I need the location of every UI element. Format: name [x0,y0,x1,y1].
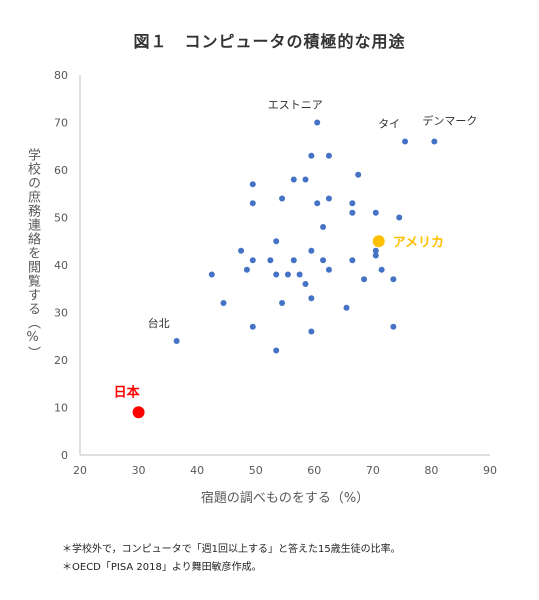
data-point [349,200,356,207]
point-annotation: タイ [378,118,400,131]
y-tick-label: 0 [61,449,68,462]
point-annotation: 台北 [148,316,170,330]
data-point [308,295,315,302]
data-point [378,266,385,273]
data-point [273,347,280,354]
data-point [308,328,315,335]
data-point [173,338,180,344]
data-point [249,200,256,207]
highlight-label: アメリカ [393,235,444,250]
data-point [372,252,379,259]
y-axis-label: 学校の庶務連絡を閲覧する（%） [25,148,40,360]
highlight-points: 日本 アメリカ [114,235,444,419]
data-point [390,323,397,330]
x-tick-label: 90 [483,464,497,477]
chart-title: 図１ コンピュータの積極的な用途 [133,32,406,51]
highlight-point [132,406,145,419]
data-point [296,271,303,278]
x-tick-label: 50 [249,464,263,477]
data-points [173,119,438,354]
data-point [325,195,332,202]
data-point [361,276,368,283]
data-point [320,224,327,230]
data-point [249,323,256,330]
x-tick-label: 70 [366,464,380,477]
data-point [249,257,256,264]
data-point [249,181,256,188]
data-point [243,266,250,273]
data-point [314,119,321,126]
data-point [273,271,280,278]
data-point [325,266,332,273]
data-point [349,257,356,264]
data-point [302,281,309,287]
data-point [349,209,356,216]
x-axis-label: 宿題の調べものをする（%） [200,491,370,506]
data-point [355,171,362,178]
data-point [279,300,286,306]
data-point [302,176,309,183]
point-annotation: エストニア [268,99,323,112]
x-tick-label: 30 [132,464,146,477]
data-point [290,176,297,183]
data-point [220,300,227,306]
x-tick-labels: 20 30 40 50 60 70 80 90 [73,464,497,477]
y-tick-label: 10 [54,402,68,415]
data-point [372,209,379,216]
x-tick-label: 80 [424,464,438,477]
data-point [314,200,321,207]
data-point [343,304,350,311]
x-tick-label: 20 [73,464,87,477]
data-point [325,152,332,159]
x-tick-label: 60 [307,464,321,477]
y-tick-label: 30 [54,307,68,320]
data-point [279,195,286,202]
data-point [431,138,438,145]
data-point [273,238,280,245]
footnote-source: ＊OECD「PISA 2018」より舞田敏彦作成。 [62,562,262,573]
data-point [372,247,379,254]
data-point [308,152,315,159]
data-point [320,257,327,264]
data-point [308,247,315,254]
data-point [390,276,397,283]
y-tick-label: 60 [54,164,68,177]
y-tick-label: 80 [54,69,68,82]
data-point [290,257,297,264]
data-point [402,138,409,145]
highlight-label: 日本 [114,384,140,400]
point-annotation: デンマーク [422,114,477,128]
y-tick-label: 40 [54,259,68,272]
x-tick-label: 40 [190,464,204,477]
highlight-point [372,235,385,248]
y-tick-labels: 0 10 20 30 40 50 60 70 80 [54,69,68,462]
y-tick-label: 50 [54,212,68,225]
data-point [238,247,245,254]
data-point [267,257,274,264]
data-point [208,271,215,278]
data-point [396,214,403,221]
y-tick-label: 70 [54,117,68,130]
data-point [284,271,291,278]
y-tick-label: 20 [54,354,68,367]
footnote-definition: ＊学校外で，コンピュータで「週1回以上する」と答えた15歳生徒の比率。 [62,544,401,555]
